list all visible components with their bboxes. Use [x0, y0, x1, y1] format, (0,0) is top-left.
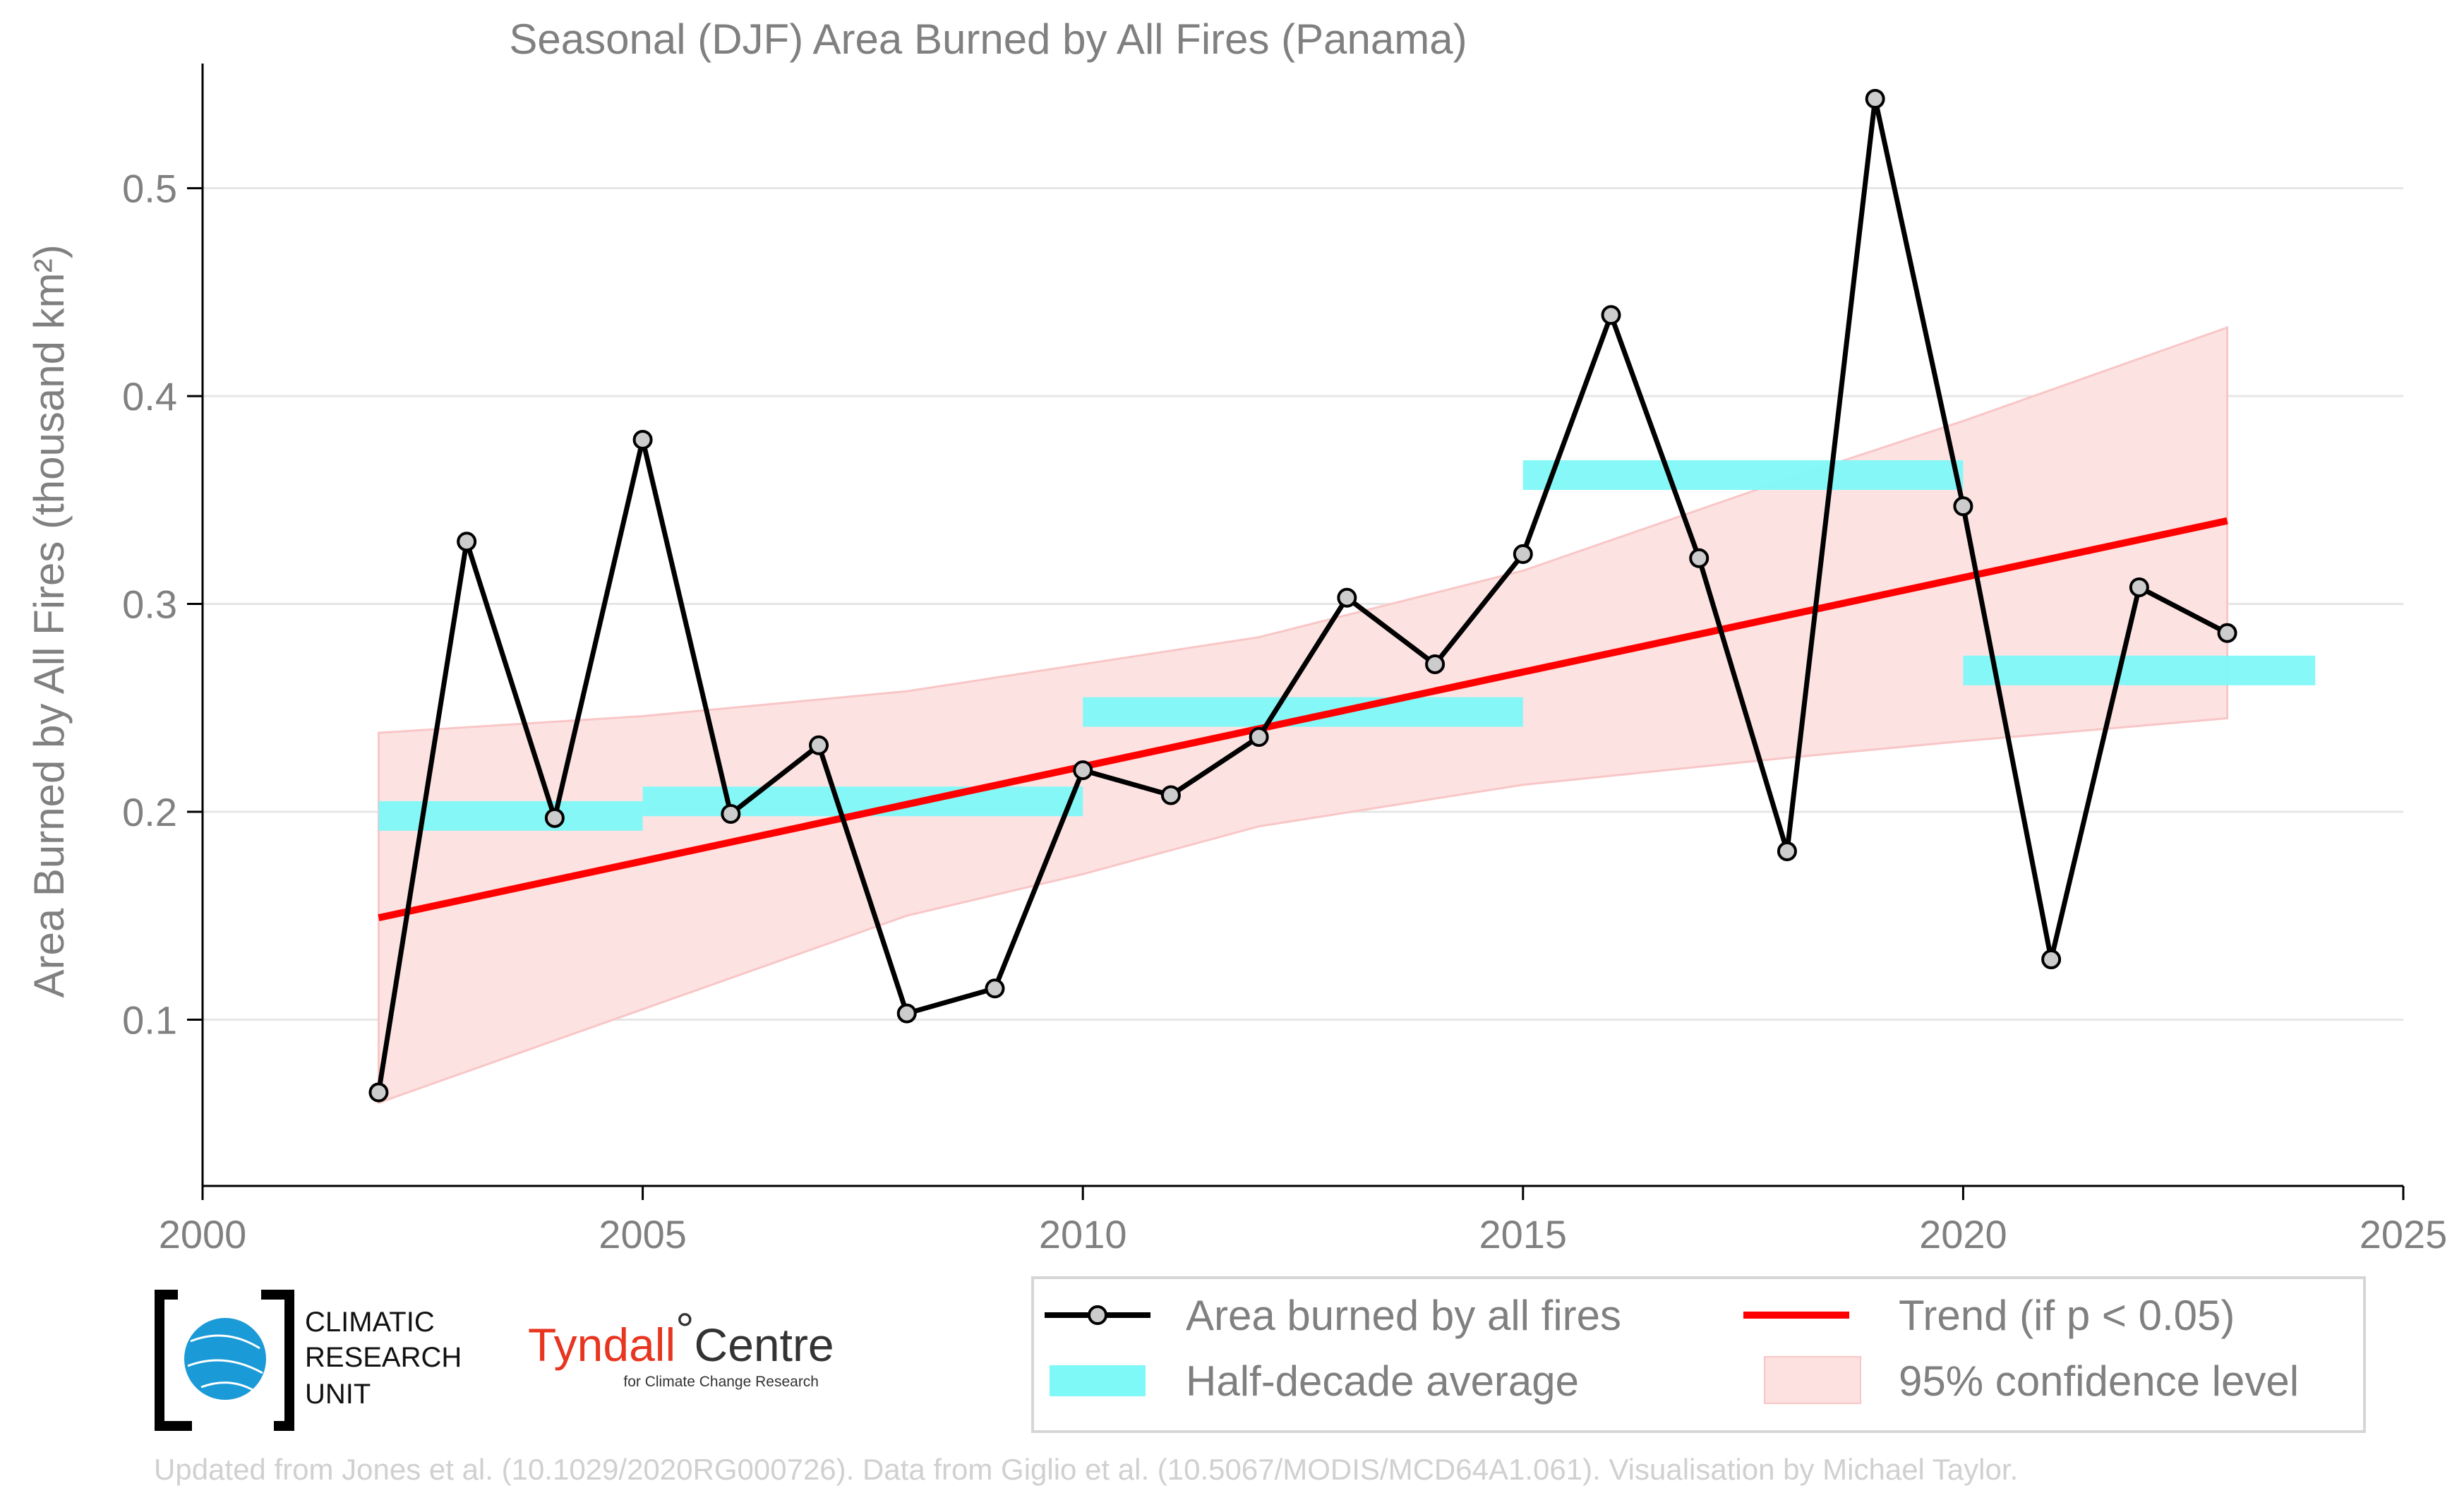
- x-tick-label: 2005: [599, 1212, 687, 1257]
- area-burned-point: [1953, 496, 1973, 517]
- x-tick-label: 2020: [1919, 1212, 2007, 1257]
- x-tick-label: 2000: [159, 1212, 247, 1257]
- y-tick-label: 0.4: [122, 374, 177, 419]
- data-line-layer: [368, 89, 2237, 1103]
- cru-logo-right-bracket: [261, 1290, 294, 1431]
- trend-line: [378, 517, 2228, 922]
- area-burned-point: [721, 803, 741, 824]
- y-tick-label: 0.1: [122, 997, 177, 1042]
- area-burned-point: [457, 532, 477, 552]
- area-burned-point: [632, 429, 653, 450]
- half-decade-layer: [378, 460, 2316, 831]
- area-burned-point: [544, 808, 565, 828]
- legend-half-decade-swatch: [1050, 1365, 1146, 1396]
- axes: 0.1 0.2 0.3 0.4 0.5 2000 2005 2010 2015 2020 2025: [122, 64, 2447, 1257]
- area-burned-point: [2041, 949, 2062, 970]
- area-burned-point: [985, 978, 1005, 999]
- area-burned-point: [1601, 305, 1621, 325]
- tyndall-degree: °: [675, 1303, 694, 1355]
- area-burned-point: [2129, 577, 2149, 597]
- y-axis-label-text: Area Burned by All Fires (thousand km²): [25, 244, 73, 997]
- legend-item-half-decade: Half-decade average: [1186, 1357, 1579, 1405]
- area-burned-point: [1073, 760, 1093, 781]
- area-burned-point: [1865, 89, 1885, 109]
- tyndall-centre-word: Centre: [695, 1319, 834, 1371]
- trend-layer: [378, 517, 2228, 922]
- area-burned-line: [375, 96, 2229, 1093]
- x-tick-label: 2010: [1039, 1212, 1127, 1257]
- legend-box: [1031, 1276, 2366, 1433]
- area-burned-point: [1425, 654, 1446, 674]
- tyndall-subtitle: for Climate Change Research: [623, 1374, 819, 1390]
- cru-logo-left-bracket: [155, 1290, 192, 1431]
- legend-ci-swatch: [1764, 1356, 1861, 1404]
- area-burned-point: [1777, 841, 1797, 861]
- legend-item-confidence: 95% confidence level: [1899, 1357, 2299, 1405]
- y-tick-label: 0.3: [122, 582, 177, 627]
- cru-logo-line-3: UNIT: [305, 1379, 371, 1410]
- area-burned-point: [1689, 548, 1709, 568]
- cru-globe-icon: [184, 1318, 266, 1400]
- area-burned-point: [1160, 785, 1181, 805]
- area-burned-point: [1337, 587, 1357, 608]
- y-tick-label: 0.2: [122, 790, 177, 834]
- chart-title: Seasonal (DJF) Area Burned by All Fires …: [509, 16, 1467, 63]
- tyndall-logo: Tyndall°Centre for Climate Change Resear…: [528, 1303, 834, 1390]
- area-burned-point: [2217, 623, 2237, 643]
- legend-marker-swatch: [1088, 1305, 1107, 1325]
- cru-globe-lines-icon: [187, 1334, 263, 1392]
- legend-item-trend: Trend (if p < 0.05): [1899, 1292, 2235, 1339]
- cru-logo-line-2: RESEARCH: [305, 1342, 462, 1373]
- y-axis-label: Area Burned by All Fires (thousand km²): [25, 244, 73, 997]
- legend-item-area-burned: Area burned by all fires: [1186, 1292, 1621, 1339]
- cru-logo-line-1: CLIMATIC: [305, 1307, 435, 1338]
- x-tick-label: 2015: [1479, 1212, 1568, 1257]
- area-burned-point: [368, 1082, 389, 1103]
- legend: Area burned by all fires Trend (if p < 0…: [1031, 1276, 2366, 1433]
- area-burned-point: [1513, 544, 1533, 564]
- credit-line: Updated from Jones et al. (10.1029/2020R…: [154, 1453, 2018, 1486]
- x-tick-label: 2025: [2360, 1212, 2448, 1257]
- area-burned-point: [896, 1003, 917, 1024]
- y-tick-label: 0.5: [122, 167, 177, 211]
- area-burned-point: [1249, 727, 1269, 747]
- tyndall-wordmark: Tyndall°Centre: [528, 1303, 834, 1371]
- cru-logo: CLIMATIC RESEARCH UNIT: [155, 1290, 462, 1431]
- tyndall-name: Tyndall: [528, 1319, 675, 1371]
- area-burned-point: [809, 735, 829, 755]
